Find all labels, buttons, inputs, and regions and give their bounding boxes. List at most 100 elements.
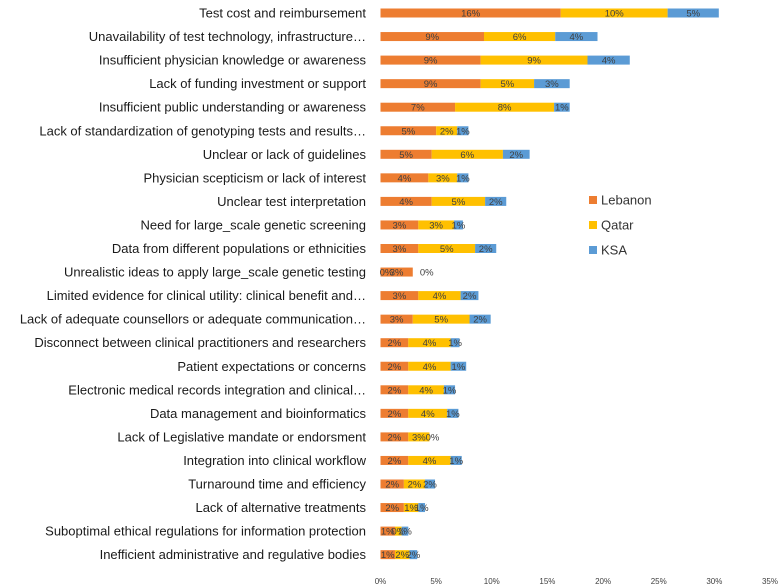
bar-segment-qatar (408, 361, 451, 371)
bar-segment-ksa (534, 79, 570, 89)
bar-segment-ksa (450, 338, 460, 348)
bar-segment-ksa (409, 550, 418, 560)
data-label-qatar: 8% (498, 103, 512, 114)
bar-segment-qatar (408, 408, 448, 418)
bar-segment-qatar (431, 149, 503, 159)
data-label-lebanon: 4% (398, 173, 412, 184)
data-label-qatar: 3% (412, 432, 426, 443)
legend-swatch-lebanon (589, 196, 597, 204)
bar-segment-lebanon (380, 32, 484, 42)
data-label-ksa: 1% (449, 456, 463, 467)
data-label-qatar: 1% (404, 503, 418, 514)
bar-segment-ksa (401, 526, 409, 536)
bar-segment-qatar (394, 550, 410, 560)
data-label-ksa: 0% (426, 432, 440, 443)
data-label-lebanon: 2% (388, 432, 402, 443)
category-label: Integration into clinical workflow (183, 453, 366, 468)
x-tick-label: 30% (706, 577, 722, 586)
bar-segment-qatar (431, 196, 486, 206)
data-label-lebanon: 5% (399, 150, 413, 161)
bar-segment-lebanon (380, 432, 409, 442)
data-label-qatar: 2% (395, 550, 409, 561)
x-tick-label: 35% (762, 577, 778, 586)
bar-segment-lebanon (380, 550, 395, 560)
bar-segment-lebanon (380, 338, 409, 348)
bar-segment-lebanon (380, 196, 432, 206)
bar-segment-ksa (460, 291, 479, 301)
bar-segment-lebanon (380, 408, 409, 418)
data-label-ksa: 1% (456, 126, 470, 137)
data-label-ksa: 0% (380, 268, 394, 279)
data-label-lebanon: 2% (388, 338, 402, 349)
bar-segment-lebanon (380, 291, 419, 301)
legend-swatch-ksa (589, 246, 597, 254)
data-label-lebanon: 3% (393, 244, 407, 255)
data-label-lebanon: 16% (461, 9, 481, 20)
data-label-qatar: 0% (391, 527, 405, 538)
bar-segment-lebanon (380, 55, 481, 65)
x-tick-label: 0% (375, 577, 387, 586)
category-label: Test cost and reimbursement (199, 6, 366, 21)
bar-segment-qatar (483, 32, 556, 42)
category-label: Unclear test interpretation (217, 194, 366, 209)
legend-swatch-qatar (589, 221, 597, 229)
data-label-qatar: 4% (423, 456, 437, 467)
data-label-qatar: 4% (423, 338, 437, 349)
category-label: Unclear or lack of guidelines (203, 147, 367, 162)
bar-segment-ksa (475, 244, 497, 253)
category-label: Data management and bioinformatics (150, 406, 367, 421)
data-label-ksa: 1% (452, 362, 466, 373)
category-labels-group: Test cost and reimbursement Unavailabilit… (20, 6, 367, 563)
x-axis-ticks-group: 0% 5% 10% 15% 20% 25% 30% 35% (375, 577, 778, 586)
data-label-lebanon: 1% (381, 550, 395, 561)
data-label-ksa: 2% (489, 197, 503, 208)
bar-segment-qatar (412, 314, 470, 324)
bar-segment-lebanon (380, 503, 404, 513)
data-label-ksa: 2% (509, 150, 523, 161)
category-label: Insufficient physician knowledge or awar… (99, 53, 367, 68)
segment-labels-group: 16% 10% 5%9% 6% 4%9% 9% 4%9% 5% 3%7% 8% 1%5% 2% 1%5%… (380, 9, 701, 562)
category-label: Insufficient public understanding or awa… (99, 100, 367, 115)
data-label-lebanon: 2% (388, 409, 402, 420)
data-label-ksa: 2% (423, 480, 437, 491)
data-label-lebanon: 2% (385, 503, 399, 514)
data-label-ksa: 3% (545, 79, 559, 90)
data-label-lebanon: 2% (388, 456, 402, 467)
data-label-lebanon: 2% (385, 480, 399, 491)
data-label-ksa: 2% (479, 244, 493, 255)
data-label-qatar: 4% (419, 385, 433, 396)
category-label: Limited evidence for clinical utility: c… (47, 288, 366, 303)
data-label-qatar: 2% (408, 480, 422, 491)
data-label-ksa: 1% (456, 173, 470, 184)
data-label-ksa: 1% (448, 338, 462, 349)
category-label: Patient expectations or concerns (177, 359, 366, 374)
data-label-lebanon: 9% (424, 79, 438, 90)
bar-segment-ksa (450, 361, 467, 371)
data-label-ksa: 5% (686, 9, 700, 20)
data-label-qatar: 4% (423, 362, 437, 373)
data-label-qatar: 5% (500, 79, 514, 90)
bar-segment-qatar (455, 102, 555, 112)
bar-segment-ksa (450, 455, 462, 465)
bar-segment-lebanon (380, 8, 561, 18)
bar-segment-qatar (408, 455, 451, 465)
data-label-ksa: 1% (415, 503, 429, 514)
data-label-qatar: 5% (452, 197, 466, 208)
x-tick-label: 15% (539, 577, 555, 586)
data-label-lebanon: 3% (390, 268, 404, 279)
bar-segment-lebanon (380, 267, 413, 277)
bar-segment-ksa (555, 32, 598, 42)
data-label-ksa: 2% (406, 550, 420, 561)
bar-segment-lebanon (380, 173, 429, 183)
category-label: Suboptimal ethical regulations for infor… (45, 524, 366, 539)
data-label-qatar: 5% (440, 244, 454, 255)
bar-segment-qatar (408, 432, 430, 442)
data-label-qatar: 2% (440, 126, 454, 137)
data-label-qatar: 3% (429, 220, 443, 231)
bar-segment-ksa (502, 149, 530, 159)
bar-segment-lebanon (380, 126, 437, 136)
bar-segment-ksa (425, 479, 436, 489)
category-label: Need for large_scale genetic screening (141, 217, 366, 232)
data-label-qatar: 4% (421, 409, 435, 420)
